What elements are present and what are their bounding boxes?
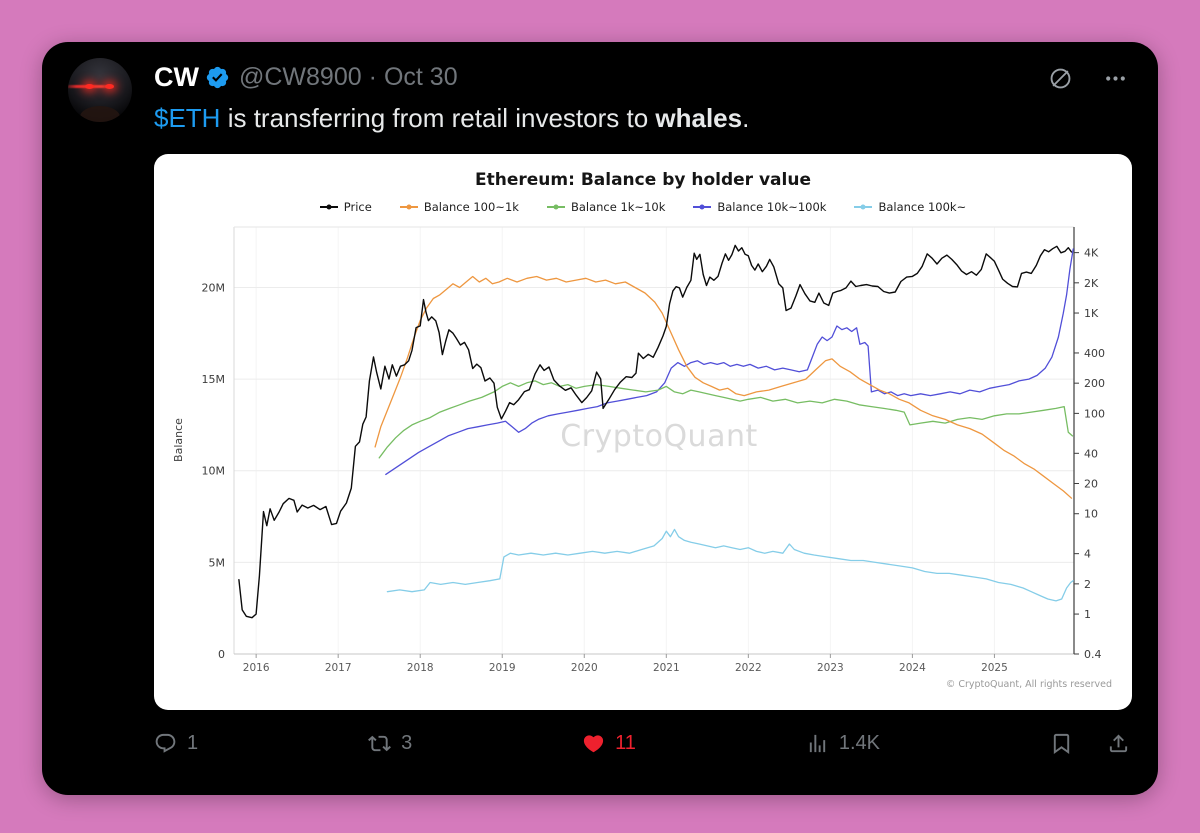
- svg-text:2021: 2021: [653, 662, 680, 674]
- svg-text:CryptoQuant: CryptoQuant: [560, 419, 757, 454]
- svg-text:Balance: Balance: [172, 418, 185, 462]
- tweet-text-emphasis: whales: [655, 103, 743, 133]
- legend-item: Balance 100k~: [854, 200, 966, 214]
- avatar-red-eye-left: [85, 83, 94, 89]
- svg-text:2022: 2022: [735, 662, 762, 674]
- svg-text:2: 2: [1084, 578, 1091, 591]
- legend-line-marker-icon: [319, 204, 338, 210]
- svg-text:400: 400: [1084, 347, 1105, 360]
- svg-text:4: 4: [1084, 547, 1091, 560]
- tweet-text-period: .: [742, 103, 750, 133]
- header-separator: ·: [368, 62, 377, 91]
- legend-label: Price: [343, 199, 372, 214]
- share-icon: [1109, 734, 1128, 752]
- chart-card[interactable]: Ethereum: Balance by holder value Price B…: [154, 153, 1132, 710]
- legend-item: Balance 100~1k: [399, 199, 519, 214]
- cashtag[interactable]: $ETH: [154, 103, 221, 133]
- chart-title: Ethereum: Balance by holder value: [475, 169, 811, 190]
- svg-text:2018: 2018: [407, 662, 434, 674]
- bookmark-button[interactable]: [1050, 732, 1073, 755]
- reply-count: 1: [187, 731, 199, 754]
- legend-label: Balance 1k~10k: [570, 199, 666, 214]
- avatar[interactable]: [68, 58, 132, 122]
- svg-text:1: 1: [1084, 608, 1091, 621]
- legend-label: Balance 100~1k: [423, 199, 519, 214]
- chart-legend: Price Balance 100~1k Balance 1k~10k Balance…: [154, 200, 1132, 214]
- svg-text:1K: 1K: [1084, 307, 1099, 320]
- legend-line-marker-icon: [854, 204, 873, 210]
- views-button[interactable]: 1.4K: [806, 732, 880, 755]
- legend-line-marker-icon: [546, 204, 565, 210]
- svg-text:200: 200: [1084, 377, 1105, 390]
- grok-icon[interactable]: [1048, 66, 1073, 91]
- author-handle[interactable]: @CW8900: [238, 62, 362, 91]
- tweet-date[interactable]: Oct 30: [383, 62, 458, 91]
- tweet-header: CW @CW8900 · Oct 30: [154, 58, 1132, 96]
- svg-text:0: 0: [218, 648, 225, 661]
- svg-text:0.4: 0.4: [1084, 648, 1102, 661]
- heart-icon: [584, 735, 604, 753]
- svg-text:2K: 2K: [1084, 277, 1099, 290]
- reply-icon: [155, 733, 176, 753]
- balance-chart-plot: 0 5M 10M 15M 20M 4K 2K 1K 400 200 100 40 20 10 4 2 1 0.4 2…: [172, 226, 1112, 690]
- legend-line-marker-icon: [693, 204, 712, 210]
- legend-item: Price: [319, 199, 372, 214]
- svg-text:10: 10: [1084, 508, 1098, 521]
- author-name[interactable]: CW: [154, 61, 199, 92]
- svg-text:2023: 2023: [817, 662, 844, 674]
- svg-text:4K: 4K: [1084, 246, 1099, 259]
- svg-text:20: 20: [1084, 477, 1098, 490]
- tweet-text-body: is transferring from retail investors to: [220, 103, 656, 133]
- svg-text:40: 40: [1084, 447, 1098, 460]
- legend-item: Balance 10k~100k: [693, 200, 826, 214]
- tweet-action-bar: 1 3 11 1.4K: [154, 732, 1132, 755]
- legend-item: Balance 1k~10k: [546, 199, 666, 214]
- avatar-bull-snout: [80, 106, 120, 122]
- like-count: 11: [615, 731, 636, 754]
- verified-badge-icon: [206, 66, 229, 88]
- svg-text:5M: 5M: [209, 556, 226, 569]
- legend-label: Balance 10k~100k: [717, 199, 827, 214]
- repost-icon: [368, 735, 392, 752]
- tweet-text: $ETH is transferring from retail investo…: [154, 102, 1132, 136]
- repost-count: 3: [401, 731, 413, 754]
- more-options-icon[interactable]: [1103, 66, 1128, 91]
- svg-text:2016: 2016: [243, 662, 270, 674]
- analytics-icon: [809, 734, 826, 752]
- svg-text:10M: 10M: [202, 465, 226, 478]
- legend-line-marker-icon: [399, 204, 418, 210]
- svg-text:2019: 2019: [489, 662, 516, 674]
- svg-text:20M: 20M: [202, 281, 226, 294]
- like-button[interactable]: 11: [582, 732, 636, 755]
- repost-button[interactable]: 3: [368, 732, 412, 755]
- tweet-card: CW @CW8900 · Oct 30: [42, 42, 1158, 795]
- share-button[interactable]: [1107, 732, 1130, 755]
- bookmark-icon: [1053, 733, 1070, 754]
- svg-text:15M: 15M: [202, 373, 226, 386]
- svg-text:2025: 2025: [981, 662, 1008, 674]
- legend-label: Balance 100k~: [878, 199, 967, 214]
- avatar-red-eye-right: [105, 83, 114, 89]
- reply-button[interactable]: 1: [154, 732, 198, 755]
- svg-text:2020: 2020: [571, 662, 598, 674]
- svg-text:2024: 2024: [899, 662, 926, 674]
- svg-text:100: 100: [1084, 407, 1105, 420]
- view-count: 1.4K: [838, 731, 881, 754]
- svg-text:© CryptoQuant, All rights rese: © CryptoQuant, All rights reserved: [946, 679, 1112, 690]
- svg-text:2017: 2017: [325, 662, 352, 674]
